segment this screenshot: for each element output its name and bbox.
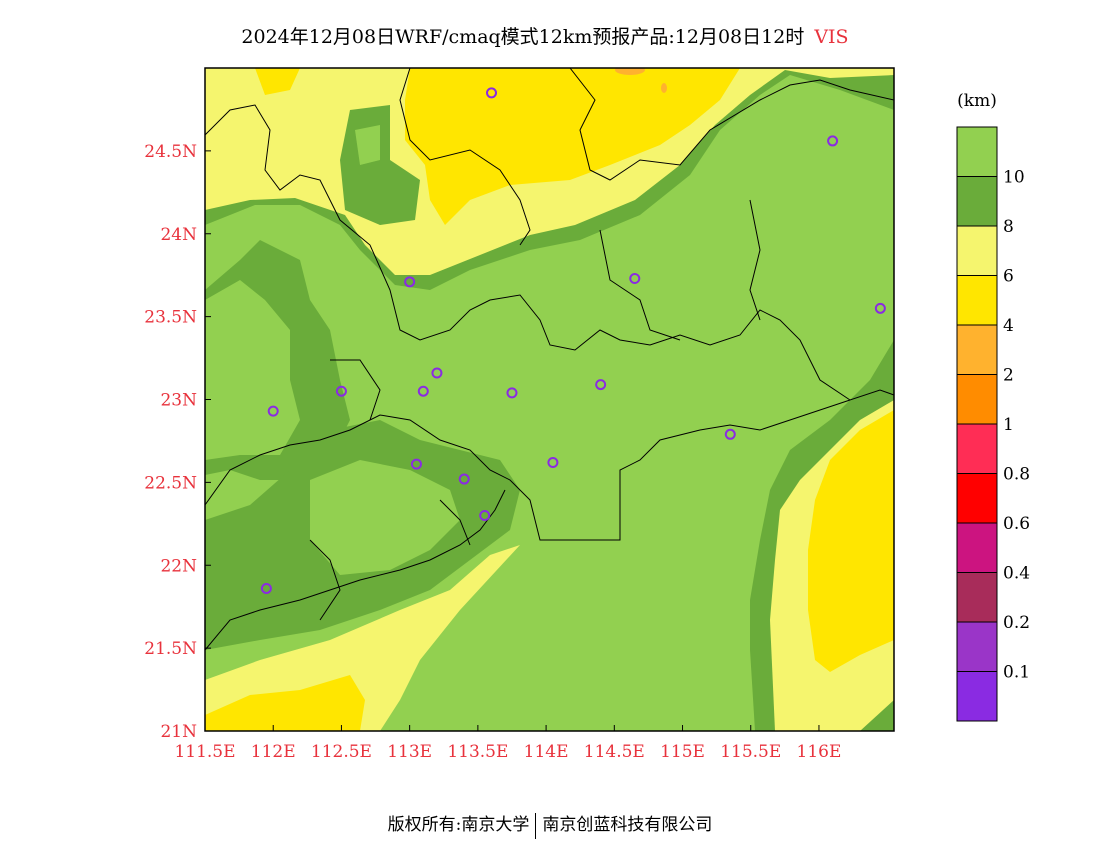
company-text: 南京创蓝科技有限公司 bbox=[542, 815, 713, 835]
lat-tick-label: 21.5N bbox=[144, 639, 197, 659]
colorbar-swatch bbox=[956, 126, 998, 177]
colorbar-unit: (km) bbox=[957, 91, 997, 111]
boundary-lines bbox=[205, 68, 894, 651]
station-marker bbox=[267, 405, 279, 417]
station-marker bbox=[260, 582, 272, 594]
colorbar-swatch bbox=[956, 225, 998, 276]
colorbar: (km) 10 8 6 4 2 1 0.8 0.6 0.4 0.2 0.1 bbox=[956, 91, 1030, 722]
visibility-field bbox=[205, 68, 894, 731]
station-marker bbox=[547, 456, 559, 468]
station-marker bbox=[595, 379, 607, 391]
lat-tick-label: 22N bbox=[160, 556, 197, 576]
lon-tick-label: 116E bbox=[797, 742, 842, 762]
lon-tick-label: 114.5E bbox=[584, 742, 645, 762]
lon-tick-label: 112E bbox=[251, 742, 296, 762]
colorbar-swatch bbox=[956, 671, 998, 722]
title-text: 2024年12月08日WRF/cmaq模式12km预报产品:12月08日12时 bbox=[241, 26, 805, 48]
lat-tick-label: 23N bbox=[160, 391, 197, 411]
lat-tick-label: 23.5N bbox=[144, 308, 197, 328]
station-marker bbox=[431, 367, 443, 379]
copyright-text: 版权所有:南京大学 bbox=[387, 815, 530, 835]
colorbar-swatch bbox=[956, 275, 998, 326]
lat-tick-label: 24N bbox=[160, 225, 197, 245]
colorbar-level-label: 0.2 bbox=[1003, 613, 1030, 633]
colorbar-swatch bbox=[956, 572, 998, 623]
colorbar-swatch bbox=[956, 374, 998, 425]
lon-tick-label: 111.5E bbox=[174, 742, 235, 762]
colorbar-level-label: 10 bbox=[1003, 168, 1025, 188]
station-marker bbox=[458, 473, 470, 485]
colorbar-swatch bbox=[956, 423, 998, 474]
colorbar-swatch bbox=[956, 324, 998, 375]
axis-ticks: 111.5E 112E 112.5E 113E 113.5E 114E 114.5E 115E… bbox=[144, 142, 841, 762]
colorbar-swatch bbox=[956, 621, 998, 672]
lon-tick-label: 115E bbox=[660, 742, 705, 762]
colorbar-level-label: 0.8 bbox=[1003, 465, 1030, 485]
station-marker bbox=[417, 385, 429, 397]
footer: 版权所有:南京大学 南京创蓝科技有限公司 bbox=[0, 810, 1100, 839]
lat-tick-label: 24.5N bbox=[144, 142, 197, 162]
station-marker bbox=[410, 458, 422, 470]
colorbar-level-label: 1 bbox=[1003, 415, 1014, 435]
colorbar-level-label: 2 bbox=[1003, 366, 1014, 386]
station-marker bbox=[724, 428, 736, 440]
colorbar-swatch bbox=[956, 176, 998, 227]
map-title: 2024年12月08日WRF/cmaq模式12km预报产品:12月08日12时 V… bbox=[0, 22, 1090, 49]
colorbar-level-label: 4 bbox=[1003, 316, 1014, 336]
colorbar-level-label: 0.4 bbox=[1003, 564, 1030, 584]
variable-label: VIS bbox=[814, 26, 849, 48]
lon-tick-label: 112.5E bbox=[311, 742, 372, 762]
station-marker bbox=[827, 135, 839, 147]
lon-tick-label: 115.5E bbox=[720, 742, 781, 762]
station-marker bbox=[486, 87, 498, 99]
colorbar-level-label: 0.6 bbox=[1003, 514, 1030, 534]
station-marker bbox=[506, 387, 518, 399]
colorbar-swatch bbox=[956, 473, 998, 524]
station-marker bbox=[629, 273, 641, 285]
station-marker bbox=[335, 385, 347, 397]
lat-tick-label: 22.5N bbox=[144, 473, 197, 493]
lon-tick-label: 113E bbox=[387, 742, 432, 762]
station-marker bbox=[874, 302, 886, 314]
colorbar-swatch bbox=[956, 522, 998, 573]
colorbar-level-label: 8 bbox=[1003, 217, 1014, 237]
lon-tick-label: 113.5E bbox=[447, 742, 508, 762]
colorbar-level-label: 6 bbox=[1003, 267, 1014, 287]
footer-separator bbox=[535, 812, 537, 839]
colorbar-level-label: 0.1 bbox=[1003, 663, 1030, 683]
lat-tick-label: 21N bbox=[160, 722, 197, 742]
station-marker bbox=[404, 276, 416, 288]
station-marker bbox=[479, 510, 491, 522]
station-markers bbox=[260, 87, 886, 594]
lon-tick-label: 114E bbox=[524, 742, 569, 762]
